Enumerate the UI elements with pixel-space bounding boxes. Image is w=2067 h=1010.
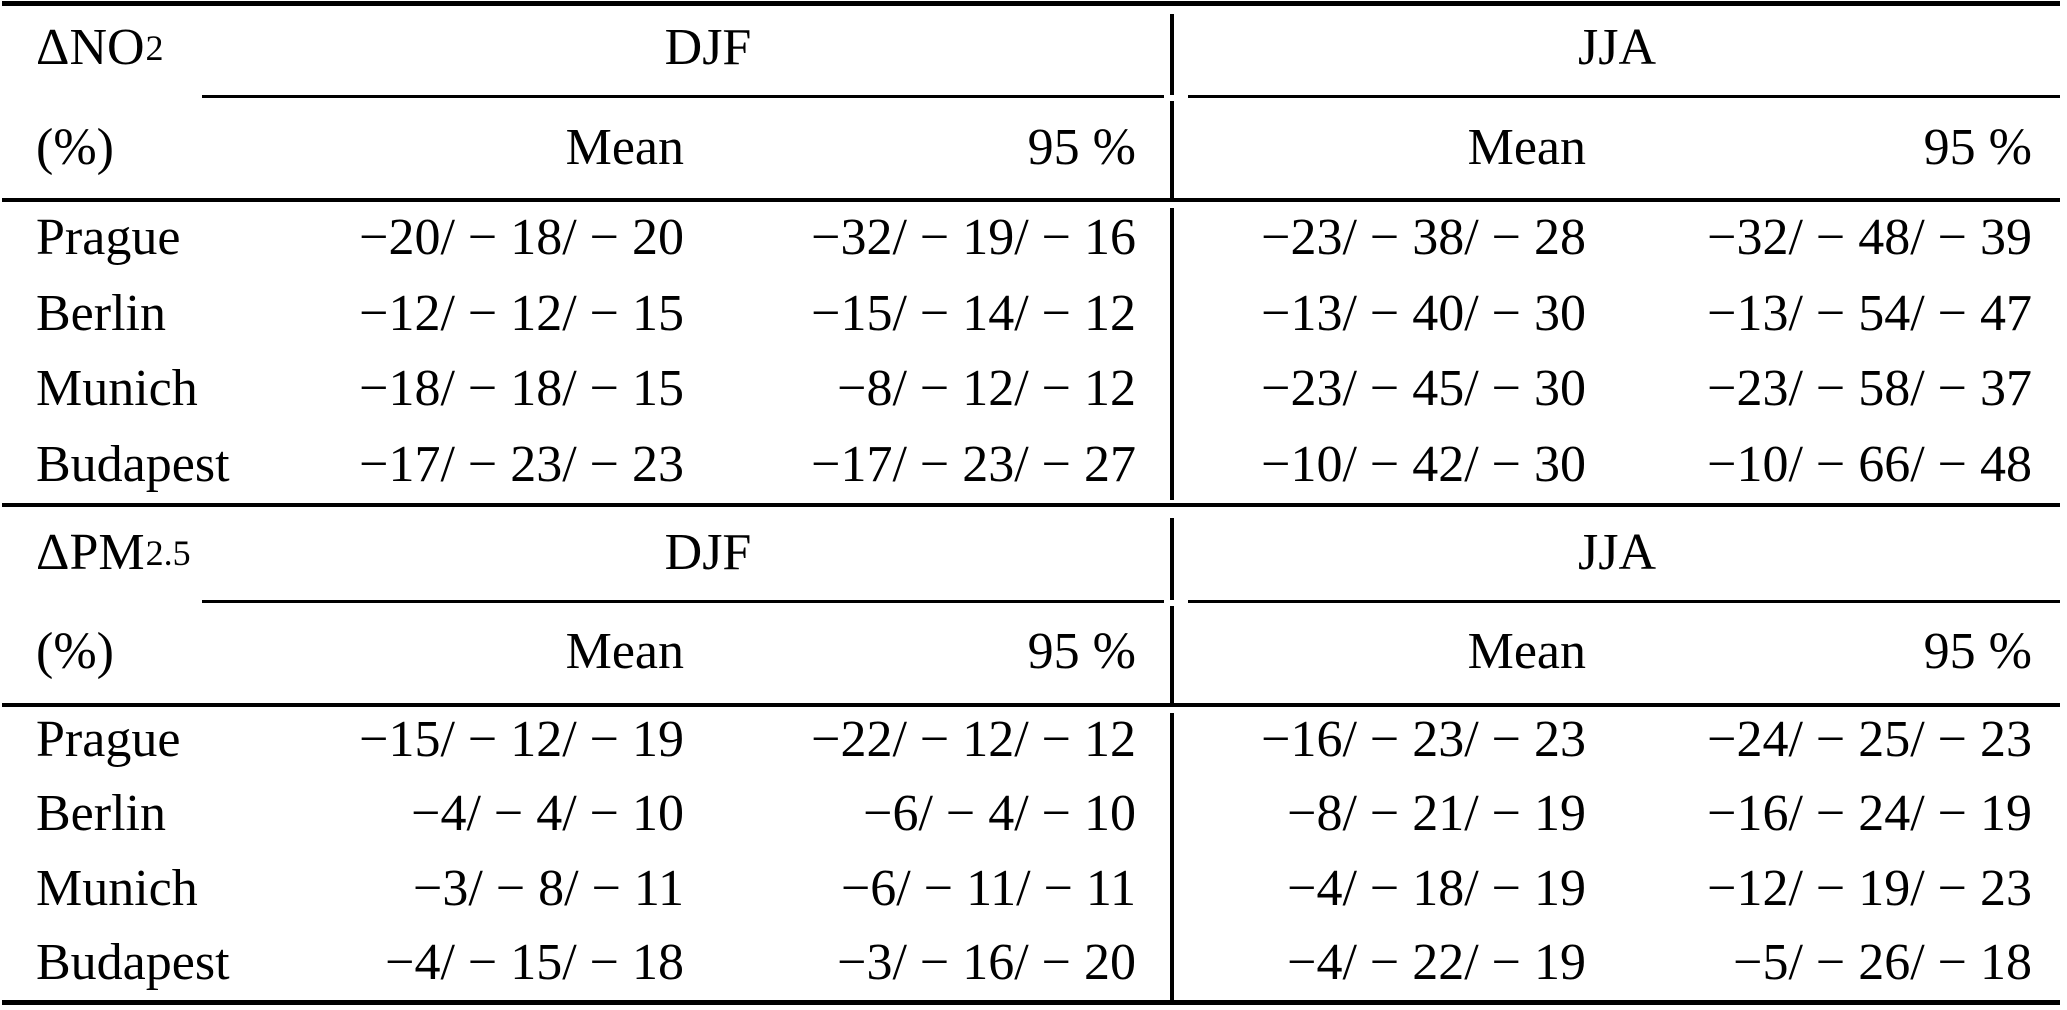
value-cell: −3/ − 8/ − 11 xyxy=(413,859,684,917)
city-label: Munich xyxy=(36,859,198,917)
value-cell: −32/ − 19/ − 16 xyxy=(811,208,1136,266)
value-cell: −10/ − 66/ − 48 xyxy=(1707,436,2032,494)
value-cell: −4/ − 18/ − 19 xyxy=(1287,859,1586,917)
value-cell: −16/ − 24/ − 19 xyxy=(1707,785,2032,843)
value-cell: −16/ − 23/ − 23 xyxy=(1261,711,1586,769)
city-label: Munich xyxy=(36,360,198,418)
value-cell: −12/ − 12/ − 15 xyxy=(359,284,684,342)
stat-header-djf-95: 95 % xyxy=(1027,623,1136,680)
value-cell: −18/ − 18/ − 15 xyxy=(359,360,684,418)
column-divider xyxy=(1170,606,1174,703)
jja-underline-no2 xyxy=(1188,95,2060,98)
value-cell: −12/ − 19/ − 23 xyxy=(1707,859,2032,917)
value-cell: −4/ − 22/ − 19 xyxy=(1287,933,1586,991)
value-cell: −23/ − 58/ − 37 xyxy=(1707,360,2032,418)
variable-name: ΔNO xyxy=(36,19,145,76)
city-label: Prague xyxy=(36,208,181,266)
stat-header-djf-mean: Mean xyxy=(565,623,684,680)
value-cell: −13/ − 54/ − 47 xyxy=(1707,284,2032,342)
city-label: Budapest xyxy=(36,436,230,494)
value-cell: −8/ − 21/ − 19 xyxy=(1287,785,1586,843)
section-pm25: ΔPM 2.5 DJF JJA (%) Mean 95 % Mean 95 % P… xyxy=(2,505,2060,1000)
variable-name: ΔPM xyxy=(36,524,145,581)
variable-label-pm25: ΔPM 2.5 xyxy=(36,524,191,581)
value-cell: −8/ − 12/ − 12 xyxy=(837,360,1136,418)
section-no2: ΔNO 2 DJF JJA (%) Mean 95 % Mean 95 % Pra… xyxy=(2,0,2060,503)
column-divider xyxy=(1170,518,1174,600)
column-divider xyxy=(1170,14,1174,95)
jja-underline-pm25 xyxy=(1188,600,2060,603)
stat-header-jja-mean: Mean xyxy=(1467,623,1586,680)
stat-header-jja-95: 95 % xyxy=(1923,623,2032,680)
unit-label: (%) xyxy=(36,623,114,680)
value-cell: −13/ − 40/ − 30 xyxy=(1261,284,1586,342)
season-header-djf: DJF xyxy=(664,524,752,581)
value-cell: −20/ − 18/ − 20 xyxy=(359,208,684,266)
value-cell: −17/ − 23/ − 23 xyxy=(359,436,684,494)
djf-underline-pm25 xyxy=(202,600,1164,603)
value-cell: −10/ − 42/ − 30 xyxy=(1261,436,1586,494)
value-cell: −17/ − 23/ − 27 xyxy=(811,436,1136,494)
column-divider xyxy=(1170,101,1174,198)
value-cell: −3/ − 16/ − 20 xyxy=(837,933,1136,991)
table-rule-pm25-header xyxy=(2,703,2060,707)
value-cell: −15/ − 12/ − 19 xyxy=(359,711,684,769)
city-label: Berlin xyxy=(36,284,166,342)
value-cell: −32/ − 48/ − 39 xyxy=(1707,208,2032,266)
season-header-djf: DJF xyxy=(664,19,752,76)
season-header-jja: JJA xyxy=(1577,524,1657,581)
table-rule-section-divider xyxy=(2,503,2060,507)
city-label: Berlin xyxy=(36,785,166,843)
column-divider xyxy=(1170,713,1174,1000)
djf-underline-no2 xyxy=(202,95,1164,98)
value-cell: −6/ − 11/ − 11 xyxy=(840,859,1136,917)
stat-header-djf-95: 95 % xyxy=(1027,119,1136,176)
variable-label-no2: ΔNO 2 xyxy=(36,19,164,76)
table-rule-bottom xyxy=(2,1000,2060,1005)
stat-header-jja-95: 95 % xyxy=(1923,119,2032,176)
stat-header-djf-mean: Mean xyxy=(565,119,684,176)
unit-label: (%) xyxy=(36,119,114,176)
value-cell: −15/ − 14/ − 12 xyxy=(811,284,1136,342)
value-cell: −4/ − 15/ − 18 xyxy=(385,933,684,991)
table-rule-top xyxy=(2,1,2060,6)
value-cell: −22/ − 12/ − 12 xyxy=(811,711,1136,769)
value-cell: −6/ − 4/ − 10 xyxy=(863,785,1136,843)
stat-header-jja-mean: Mean xyxy=(1467,119,1586,176)
value-cell: −4/ − 4/ − 10 xyxy=(411,785,684,843)
value-cell: −23/ − 45/ − 30 xyxy=(1261,360,1586,418)
table-rule-no2-header xyxy=(2,198,2060,202)
season-header-jja: JJA xyxy=(1577,19,1657,76)
column-divider xyxy=(1170,208,1174,500)
value-cell: −5/ − 26/ − 18 xyxy=(1733,933,2032,991)
city-label: Budapest xyxy=(36,933,230,991)
city-label: Prague xyxy=(36,711,181,769)
value-cell: −24/ − 25/ − 23 xyxy=(1707,711,2032,769)
value-cell: −23/ − 38/ − 28 xyxy=(1261,208,1586,266)
